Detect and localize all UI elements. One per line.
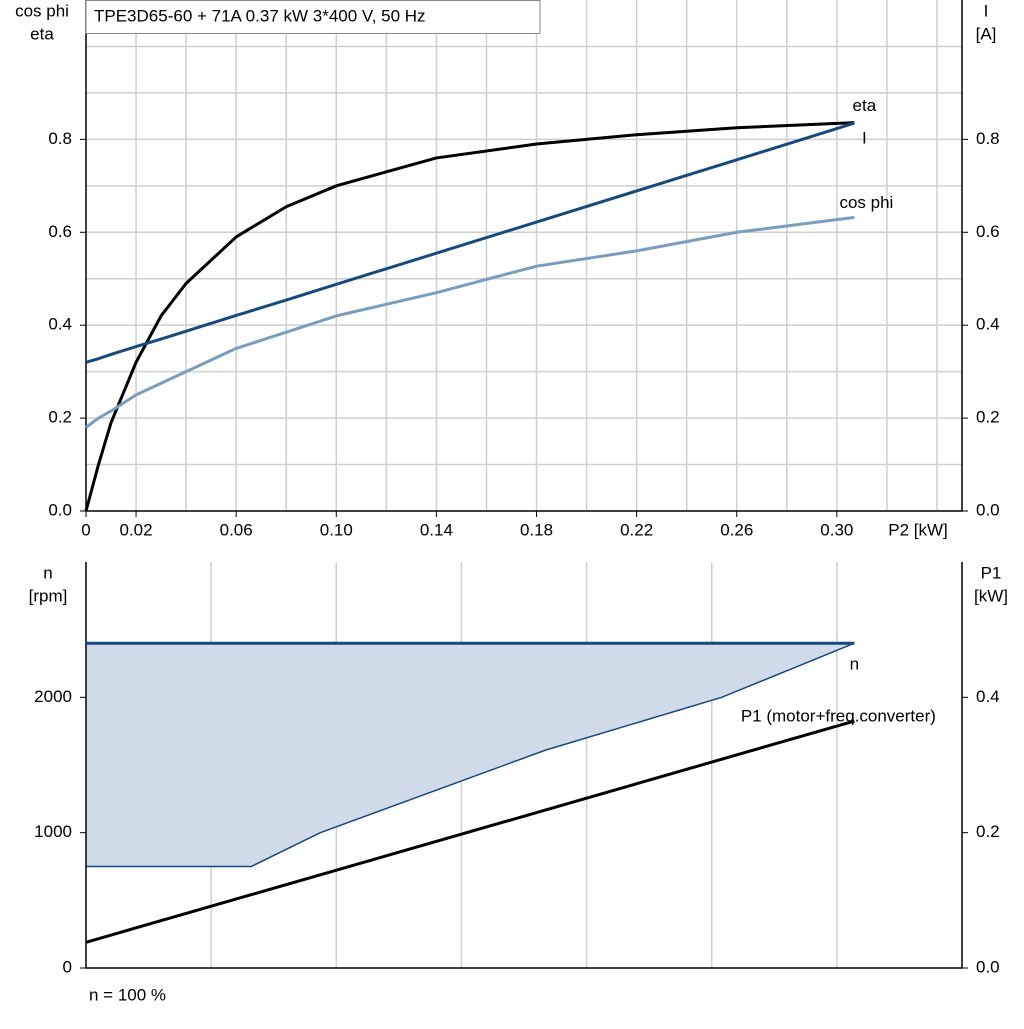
y-tick-label: 0.4 xyxy=(48,315,72,334)
y2-tick-label: 0.0 xyxy=(976,500,1000,519)
y2-tick-label: 0.8 xyxy=(976,129,1000,148)
y-axis-label: [rpm] xyxy=(29,586,68,605)
y-tick-label: 0.8 xyxy=(48,129,72,148)
x-tick-label: 0.26 xyxy=(720,520,753,539)
series-label: n xyxy=(850,655,859,674)
y-axis-label: eta xyxy=(30,24,54,43)
y2-tick-label: 0.6 xyxy=(976,222,1000,241)
y2-tick-label: 0.2 xyxy=(976,408,1000,427)
y-tick-label: 2000 xyxy=(34,687,72,706)
x-tick-label: 0.02 xyxy=(120,520,153,539)
y-axis-label: cos phi xyxy=(15,1,69,20)
band-line xyxy=(86,642,855,868)
axis-frame xyxy=(85,0,963,512)
y2-tick-label: 0.2 xyxy=(976,822,1000,841)
y-tick-label: 1000 xyxy=(34,822,72,841)
y-axis-label: n xyxy=(43,563,52,582)
x-tick-label: 0.06 xyxy=(220,520,253,539)
y2-axis-label: [kW] xyxy=(974,586,1008,605)
series-line xyxy=(85,121,855,364)
series-line xyxy=(85,215,855,429)
y2-axis-label: [A] xyxy=(976,24,997,43)
y2-axis-label: I xyxy=(984,1,989,20)
title-box xyxy=(85,0,541,34)
x-tick-label: 0.14 xyxy=(420,520,453,539)
x-tick-label: 0.18 xyxy=(520,520,553,539)
series-label: I xyxy=(862,129,867,148)
series-line xyxy=(84,121,855,512)
y-tick-label: 0.6 xyxy=(48,222,72,241)
y2-tick-label: 0.4 xyxy=(976,687,1000,706)
y-tick-label: 0.0 xyxy=(48,500,72,519)
series-label: eta xyxy=(853,96,877,115)
band-area xyxy=(86,643,855,867)
note: n = 100 % xyxy=(89,985,166,1004)
series-line xyxy=(85,719,855,944)
y-tick-label: 0.2 xyxy=(48,408,72,427)
chart-title: TPE3D65-60 + 71A 0.37 kW 3*400 V, 50 Hz xyxy=(94,6,426,25)
series-label: cos phi xyxy=(839,193,893,212)
x-tick-label: 0.10 xyxy=(320,520,353,539)
y2-tick-label: 0.4 xyxy=(976,315,1000,334)
axis-frame xyxy=(85,562,963,969)
x-tick-label: 0.30 xyxy=(820,520,853,539)
y2-tick-label: 0.0 xyxy=(976,957,1000,976)
series-label: P1 (motor+freq.converter) xyxy=(741,707,936,726)
x-tick-label: 0 xyxy=(81,520,90,539)
x-axis-label: P2 [kW] xyxy=(888,520,948,539)
y2-axis-label: P1 xyxy=(981,563,1002,582)
y-tick-label: 0 xyxy=(63,957,72,976)
x-tick-label: 0.22 xyxy=(620,520,653,539)
